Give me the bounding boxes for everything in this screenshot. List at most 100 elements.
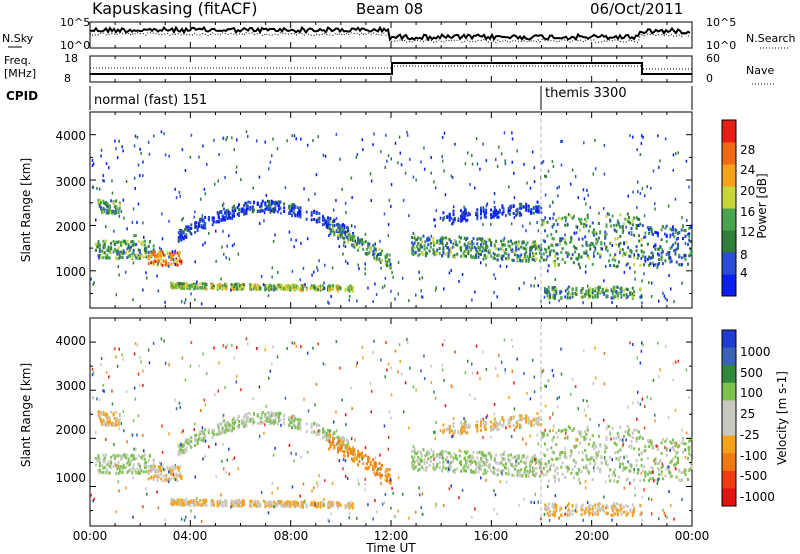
freq-trace — [90, 62, 692, 75]
velocity-echo-cell — [554, 469, 556, 473]
velocity-echo-cell — [571, 512, 574, 516]
velocity-echo-cell — [604, 443, 607, 447]
velocity-echo-cell — [233, 501, 235, 505]
velocity-echo-cell — [172, 476, 175, 480]
power-echo-cell — [512, 205, 515, 209]
power-echo-cell — [100, 199, 102, 203]
velocity-echo-cell — [211, 431, 214, 435]
power-echo-cell — [669, 256, 672, 260]
velocity-echo-cell — [552, 435, 555, 439]
power-echo-cell — [276, 147, 279, 151]
velocity-echo-cell — [360, 455, 363, 459]
power-echo-cell — [591, 231, 594, 235]
velocity-echo-cell — [433, 468, 436, 471]
power-echo-cell — [649, 262, 652, 266]
power-echo-cell — [217, 213, 220, 217]
power-echo-cell — [296, 206, 299, 210]
power-echo-cell — [283, 206, 286, 210]
power-echo-cell — [344, 230, 347, 234]
power-echo-cell — [115, 249, 117, 253]
power-echo-cell — [364, 272, 366, 276]
power-echo-cell — [498, 208, 501, 212]
velocity-echo-cell — [619, 462, 622, 466]
velocity-echo-cell — [179, 475, 181, 478]
velocity-echo-cell — [270, 413, 273, 417]
velocity-echo-cell — [581, 458, 584, 462]
velocity-echo-cell — [365, 466, 368, 470]
power-echo-cell — [154, 259, 156, 263]
power-echo-cell — [530, 284, 532, 288]
power-echo-cell — [611, 258, 614, 262]
power-colorbar-frame — [721, 119, 737, 297]
velocity-echo-cell — [507, 423, 510, 427]
velocity-echo-cell — [505, 472, 508, 475]
power-echo-cell — [643, 236, 646, 239]
power-echo-cell — [433, 250, 436, 254]
power-colorbar-segment — [722, 274, 736, 297]
velocity-echo-cell — [350, 503, 353, 507]
power-echo-cell — [179, 284, 181, 288]
velocity-echo-cell — [485, 471, 488, 475]
velocity-echo-cell — [243, 415, 245, 419]
velocity-echo-cell — [294, 504, 297, 508]
power-echo-cell — [567, 213, 570, 217]
velocity-echo-cell — [635, 459, 638, 463]
velocity-echo-cell — [219, 422, 222, 426]
power-echo-cell — [350, 224, 353, 228]
power-echo-cell — [384, 276, 387, 280]
power-echo-cell — [596, 239, 599, 243]
power-echo-cell — [367, 241, 370, 245]
power-echo-cell — [605, 223, 608, 227]
power-echo-cell — [626, 288, 629, 292]
power-echo-cell — [625, 296, 628, 300]
power-echo-cell — [516, 243, 519, 247]
power-echo-cell — [537, 205, 540, 209]
velocity-echo-cell — [177, 498, 180, 502]
power-echo-cell — [111, 211, 114, 215]
power-echo-cell — [279, 285, 282, 289]
power-echo-cell — [132, 240, 135, 244]
power-echo-cell — [374, 282, 376, 286]
power-echo-cell — [675, 252, 677, 256]
power-echo-cell — [450, 216, 453, 220]
velocity-echo-cell — [230, 502, 233, 506]
velocity-echo-cell — [148, 454, 151, 458]
power-echo-cell — [525, 229, 527, 233]
velocity-echo-cell — [138, 463, 141, 467]
power-echo-cell — [264, 284, 267, 287]
power-echo-cell — [585, 243, 588, 247]
power-echo-cell — [102, 210, 105, 214]
velocity-echo-cell — [559, 506, 562, 510]
velocity-echo-cell — [343, 444, 346, 448]
power-echo-cell — [560, 239, 563, 242]
power-echo-cell — [546, 255, 549, 259]
velocity-echo-cell — [582, 435, 585, 439]
velocity-echo-cell — [635, 463, 638, 467]
velocity-echo-cell — [122, 453, 125, 457]
velocity-echo-cell — [338, 502, 341, 506]
power-echo-cell — [613, 255, 615, 259]
velocity-echo-cell — [605, 437, 608, 441]
power-echo-cell — [493, 211, 496, 215]
power-echo-cell — [522, 240, 525, 244]
power-echo-cell — [542, 258, 545, 262]
velocity-echo-cell — [108, 416, 111, 420]
power-echo-cell — [182, 282, 185, 286]
velocity-echo-cell — [565, 428, 568, 432]
velocity-echo-cell — [532, 459, 535, 463]
power-echo-cell — [471, 240, 473, 244]
velocity-echo-cell — [107, 416, 110, 420]
velocity-echo-cell — [365, 462, 368, 466]
power-echo-cell — [497, 215, 500, 219]
velocity-echo-cell — [164, 478, 166, 482]
velocity-echo-cell — [217, 500, 220, 503]
power-echo-cell — [325, 223, 328, 227]
power-echo-cell — [358, 267, 360, 271]
power-echo-cell — [641, 250, 643, 254]
velocity-echo-cell — [527, 472, 530, 476]
power-echo-cell — [161, 250, 164, 254]
power-echo-cell — [537, 209, 540, 213]
velocity-echo-cell — [105, 414, 107, 418]
power-echo-cell — [643, 263, 646, 267]
power-echo-cell — [352, 243, 355, 247]
